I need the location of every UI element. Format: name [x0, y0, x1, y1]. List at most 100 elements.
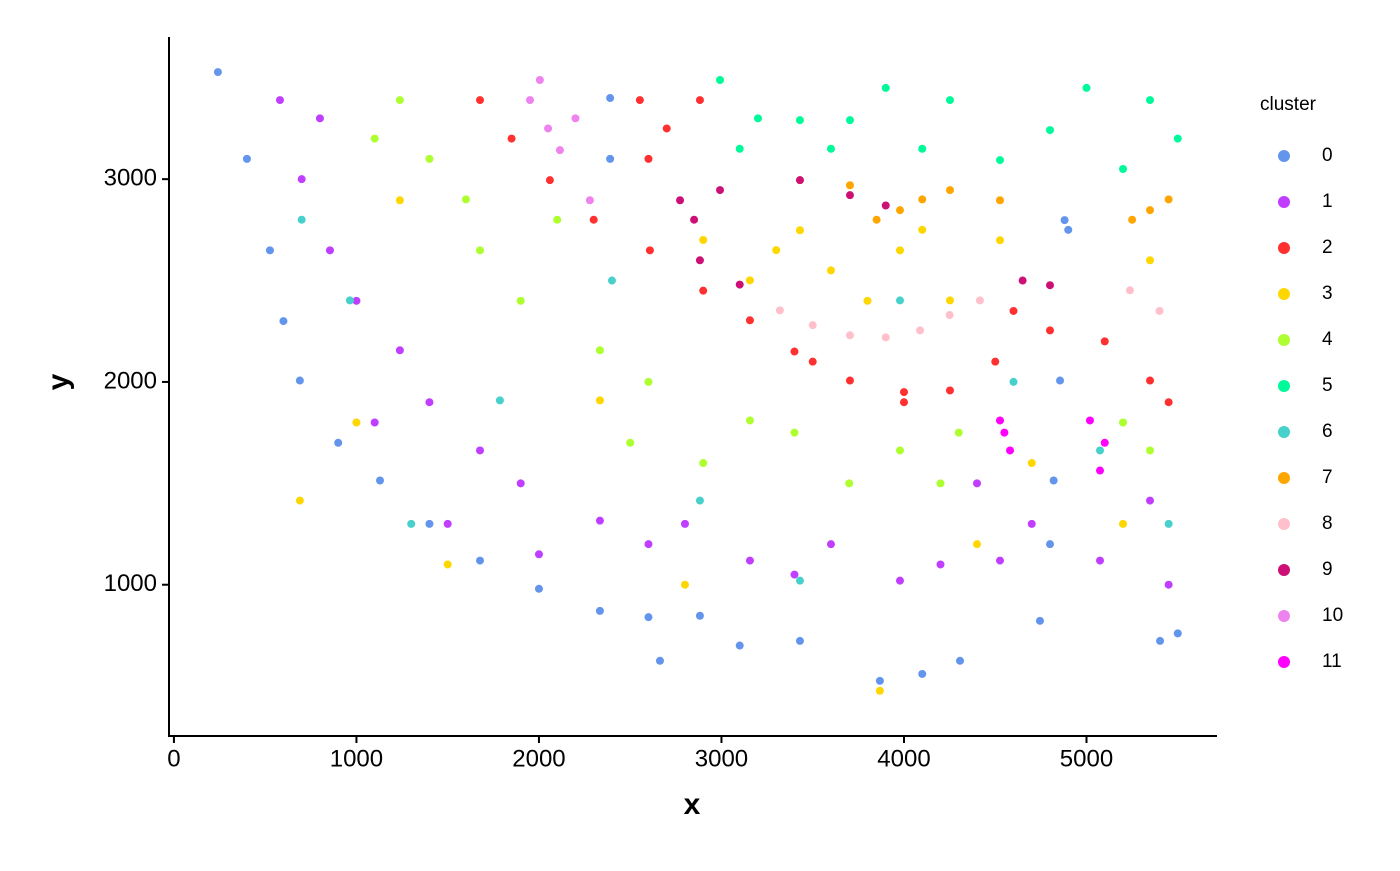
point	[790, 347, 799, 356]
point	[972, 479, 981, 488]
point	[695, 611, 704, 620]
point	[352, 418, 361, 427]
point	[1146, 256, 1155, 265]
point	[945, 96, 954, 105]
x-tick-label: 2000	[512, 745, 565, 772]
point	[790, 428, 799, 437]
point	[1119, 165, 1128, 174]
point	[1045, 281, 1054, 290]
point	[699, 235, 708, 244]
point	[1027, 459, 1036, 468]
point	[370, 418, 379, 427]
point	[918, 669, 927, 678]
legend-label: 1	[1322, 191, 1333, 212]
point	[918, 225, 927, 234]
point	[1155, 306, 1164, 315]
point	[918, 144, 927, 153]
point	[695, 96, 704, 105]
point	[735, 641, 744, 650]
point	[595, 346, 604, 355]
x-axis-title: x	[684, 788, 701, 821]
point	[995, 196, 1004, 205]
point	[795, 116, 804, 125]
point	[1018, 276, 1027, 285]
point	[975, 296, 984, 305]
point	[607, 276, 616, 285]
point	[595, 516, 604, 525]
point	[745, 416, 754, 425]
point	[516, 296, 525, 305]
point	[845, 376, 854, 385]
legend-key	[1278, 518, 1290, 530]
point	[1173, 134, 1182, 143]
x-tick-label: 0	[167, 745, 180, 772]
point	[644, 540, 653, 549]
y-tick-label: 3000	[104, 164, 157, 191]
legend-label: 5	[1322, 375, 1333, 396]
point	[516, 479, 525, 488]
x-tick-label: 5000	[1060, 745, 1113, 772]
point	[995, 156, 1004, 165]
point	[606, 94, 615, 103]
point	[881, 333, 890, 342]
point	[297, 175, 306, 184]
point	[635, 96, 644, 105]
point	[476, 246, 485, 255]
point	[1049, 476, 1058, 485]
point	[808, 321, 817, 330]
point	[995, 416, 1004, 425]
point	[735, 280, 744, 289]
point	[425, 519, 434, 528]
point	[476, 96, 485, 105]
point	[1173, 629, 1182, 638]
point	[1060, 216, 1069, 225]
point	[534, 550, 543, 559]
point	[995, 236, 1004, 245]
point	[595, 396, 604, 405]
point	[680, 580, 689, 589]
point	[895, 296, 904, 305]
x-tick-label: 4000	[877, 745, 930, 772]
point	[916, 326, 925, 335]
point	[626, 438, 635, 447]
point	[1035, 616, 1044, 625]
point	[315, 114, 324, 123]
point	[795, 636, 804, 645]
point	[1082, 83, 1091, 92]
point	[606, 154, 615, 163]
point	[297, 215, 306, 224]
point	[695, 496, 704, 505]
point	[945, 296, 954, 305]
point	[1009, 377, 1018, 386]
point	[555, 146, 564, 155]
point	[1000, 428, 1009, 437]
point	[526, 96, 535, 105]
point	[895, 576, 904, 585]
point	[585, 196, 594, 205]
point	[1119, 519, 1128, 528]
y-axis-title: y	[42, 373, 75, 390]
point	[745, 316, 754, 325]
point	[655, 656, 664, 665]
point	[275, 96, 284, 105]
point	[662, 124, 671, 133]
point	[242, 154, 251, 163]
point	[295, 376, 304, 385]
point	[899, 388, 908, 397]
point	[735, 144, 744, 153]
legend-label: 3	[1322, 283, 1333, 304]
x-tick-label: 1000	[330, 745, 383, 772]
point	[1045, 126, 1054, 135]
point	[425, 398, 434, 407]
point	[1164, 580, 1173, 589]
point	[875, 676, 884, 685]
legend-label: 8	[1322, 513, 1333, 534]
point	[1100, 438, 1109, 447]
point	[395, 96, 404, 105]
point	[295, 496, 304, 505]
legend-label: 7	[1322, 467, 1333, 488]
point	[1009, 306, 1018, 315]
point	[875, 686, 884, 695]
point	[495, 396, 504, 405]
legend-key	[1278, 288, 1290, 300]
